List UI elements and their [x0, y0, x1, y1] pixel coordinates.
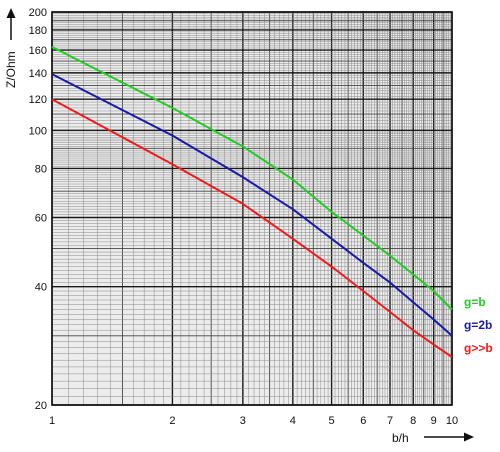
- plot-border: [51, 11, 453, 406]
- y-axis-label: Z/Ohm: [4, 51, 18, 88]
- series-lines: [51, 46, 453, 358]
- plot-area: [52, 12, 452, 405]
- legend-label: g>>b: [464, 341, 493, 355]
- y-tick-label: 160: [29, 45, 47, 57]
- x-axis-label: b/h: [392, 431, 409, 445]
- y-tick-label: 140: [29, 68, 47, 80]
- axis-labels: b/h Z/Ohm: [4, 8, 474, 445]
- series-line-g-2b: [51, 73, 453, 337]
- legend: g=b g=2b g>>b: [464, 295, 493, 355]
- legend-label: g=2b: [464, 318, 492, 332]
- x-tick-label: 4: [290, 415, 296, 427]
- series-line-g-b: [51, 98, 453, 358]
- y-tick-label: 40: [35, 282, 47, 294]
- legend-label: g=b: [464, 295, 486, 309]
- tick-labels: 1 2 3 4 5 6 7 8 9 10 20 40 60 80 100 120 140 160 180 200: [29, 7, 458, 427]
- x-tick-label: 5: [329, 415, 335, 427]
- x-tick-label: 3: [240, 415, 246, 427]
- x-tick-label: 6: [360, 415, 366, 427]
- x-tick-label: 1: [49, 415, 55, 427]
- y-tick-label: 80: [35, 163, 47, 175]
- x-tick-label: 8: [410, 415, 416, 427]
- grid: [51, 11, 453, 406]
- x-tick-label: 7: [387, 415, 393, 427]
- y-tick-label: 100: [29, 125, 47, 137]
- x-axis-arrow-head: [464, 432, 474, 442]
- series-line-g-b: [51, 46, 453, 311]
- x-tick-label: 9: [431, 415, 437, 427]
- y-axis-arrow-head: [6, 8, 16, 18]
- y-tick-label: 60: [35, 212, 47, 224]
- x-tick-label: 10: [446, 415, 458, 427]
- y-tick-label: 180: [29, 25, 47, 37]
- y-tick-label: 120: [29, 94, 47, 106]
- x-tick-label: 2: [169, 415, 175, 427]
- y-tick-label: 200: [29, 7, 47, 19]
- y-tick-label: 20: [35, 400, 47, 412]
